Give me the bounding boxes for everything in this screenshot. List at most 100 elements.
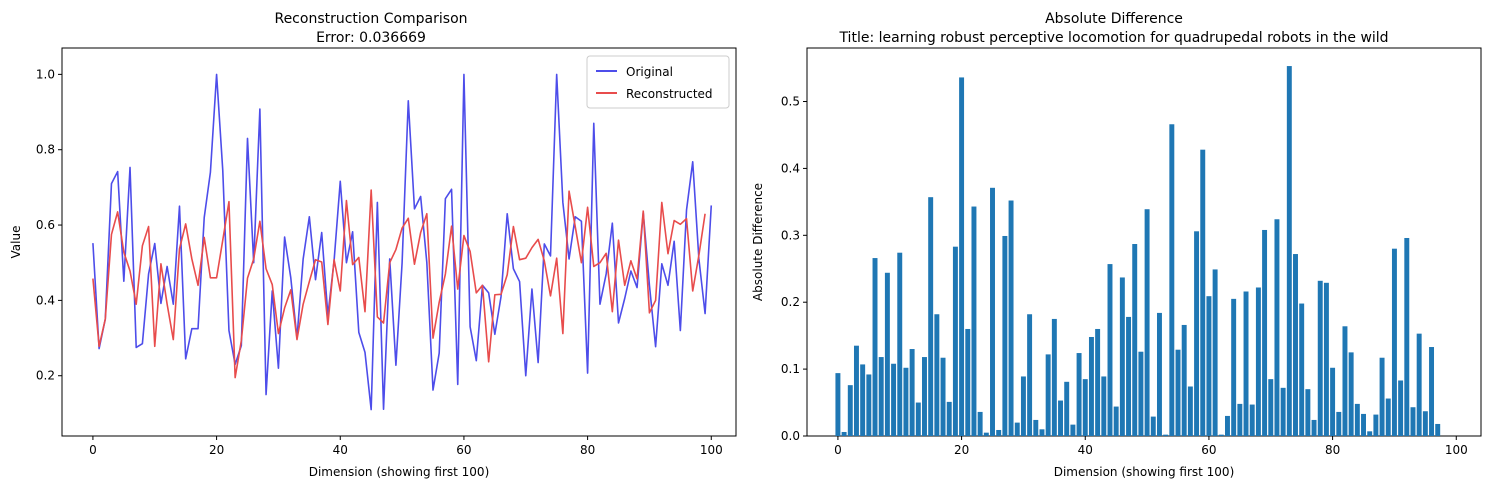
bar xyxy=(915,402,921,436)
bar xyxy=(878,357,884,436)
bar xyxy=(1237,403,1243,436)
bar xyxy=(1274,219,1280,436)
bar xyxy=(1385,398,1391,436)
bar xyxy=(1398,380,1404,436)
bar xyxy=(866,374,872,436)
bar-chart-xtick-label: 40 xyxy=(1078,443,1093,457)
bar-chart-ytick-label: 0.3 xyxy=(781,228,800,242)
bar-chart-panel: Absolute Difference Title: learning robu… xyxy=(751,11,1482,479)
line-chart-x-axis: 0 20 40 60 80 100 xyxy=(89,436,723,457)
bar xyxy=(1076,353,1082,436)
bar xyxy=(1286,66,1292,436)
bar xyxy=(1144,209,1150,436)
bar xyxy=(1410,407,1416,436)
bar xyxy=(1119,277,1125,436)
line-chart-series xyxy=(92,73,713,411)
bar xyxy=(1367,431,1373,436)
bar xyxy=(1311,419,1317,436)
bar xyxy=(1070,424,1076,436)
bar xyxy=(1107,264,1113,436)
bar xyxy=(1212,269,1218,436)
line-chart-ytick-label: 0.4 xyxy=(36,293,55,307)
bar xyxy=(1255,287,1261,436)
bar xyxy=(1268,379,1274,436)
bar xyxy=(1051,318,1057,436)
bar xyxy=(903,367,909,436)
bar xyxy=(1416,333,1422,436)
bar xyxy=(1323,282,1329,436)
line-chart-xtick-label: 100 xyxy=(700,443,723,457)
bar-chart-ytick-label: 0.1 xyxy=(781,362,800,376)
bar xyxy=(922,357,927,436)
bar xyxy=(1342,326,1348,436)
line-chart-panel: Reconstruction Comparison Error: 0.03666… xyxy=(9,11,737,479)
bar xyxy=(1249,404,1255,436)
bar xyxy=(1008,200,1014,436)
bar xyxy=(860,364,866,436)
line-chart-frame xyxy=(61,47,737,437)
bar xyxy=(965,328,971,436)
bar xyxy=(1027,314,1033,436)
bar-chart-xtick-label: 60 xyxy=(1201,443,1216,457)
bar xyxy=(1225,415,1230,436)
bar xyxy=(946,401,952,436)
bar xyxy=(1088,336,1094,436)
bar xyxy=(1299,303,1305,436)
bar xyxy=(1169,124,1175,436)
bar xyxy=(940,357,946,436)
bar-chart-frame xyxy=(806,47,1482,437)
bar xyxy=(1150,416,1156,436)
line-chart-subtitle: Error: 0.036669 xyxy=(316,30,426,46)
line-chart-legend: Original Reconstructed xyxy=(586,55,730,109)
bar xyxy=(897,252,903,436)
bar xyxy=(990,187,995,436)
bar xyxy=(847,385,853,436)
bar-chart-xtick-label: 80 xyxy=(1325,443,1340,457)
line-chart-y-axis: 0.2 0.4 0.6 0.8 1.0 xyxy=(36,67,62,383)
line-chart-xtick-label: 80 xyxy=(580,443,595,457)
bar xyxy=(1354,403,1360,436)
bar xyxy=(1039,429,1045,436)
bar-chart-x-axis: 0 20 40 60 80 100 xyxy=(834,436,1468,457)
bar xyxy=(1429,347,1435,436)
bar xyxy=(1014,422,1020,436)
bar xyxy=(891,363,897,436)
series-reconstructed-line xyxy=(92,189,706,379)
bar-chart-ytick-label: 0.4 xyxy=(781,161,800,175)
bar xyxy=(884,272,890,436)
bar xyxy=(841,431,847,436)
legend-label-original: Original xyxy=(626,65,673,79)
bar xyxy=(1330,367,1336,436)
bar xyxy=(1101,376,1107,436)
bar xyxy=(1379,357,1385,436)
bar xyxy=(1020,376,1026,436)
bar-chart-xlabel: Dimension (showing first 100) xyxy=(1054,465,1235,479)
line-chart-title: Reconstruction Comparison xyxy=(274,11,467,27)
bar-chart-subtitle: Title: learning robust perceptive locomo… xyxy=(838,30,1388,46)
bar xyxy=(835,373,841,436)
bar xyxy=(1262,229,1268,436)
bar xyxy=(1336,411,1342,436)
bar xyxy=(1231,298,1237,436)
bar-chart-xtick-label: 20 xyxy=(954,443,969,457)
bar xyxy=(977,411,983,436)
bar xyxy=(952,246,958,436)
bar xyxy=(853,345,859,436)
bar xyxy=(1187,386,1193,436)
line-chart-ylabel: Value xyxy=(9,226,23,259)
bar xyxy=(1391,248,1397,436)
bar xyxy=(996,429,1002,436)
line-chart-xtick-label: 0 xyxy=(89,443,97,457)
bar xyxy=(928,197,934,436)
bar xyxy=(1361,413,1366,436)
bar xyxy=(983,432,989,436)
line-chart-ytick-label: 0.8 xyxy=(36,143,55,157)
bar xyxy=(1218,434,1224,436)
bar xyxy=(1317,280,1323,436)
bar xyxy=(1002,235,1008,436)
line-chart-xtick-label: 60 xyxy=(456,443,471,457)
bar xyxy=(1373,414,1379,436)
bar-chart-ytick-label: 0.2 xyxy=(781,295,800,309)
bar xyxy=(1404,237,1410,436)
line-chart-xtick-label: 40 xyxy=(333,443,348,457)
